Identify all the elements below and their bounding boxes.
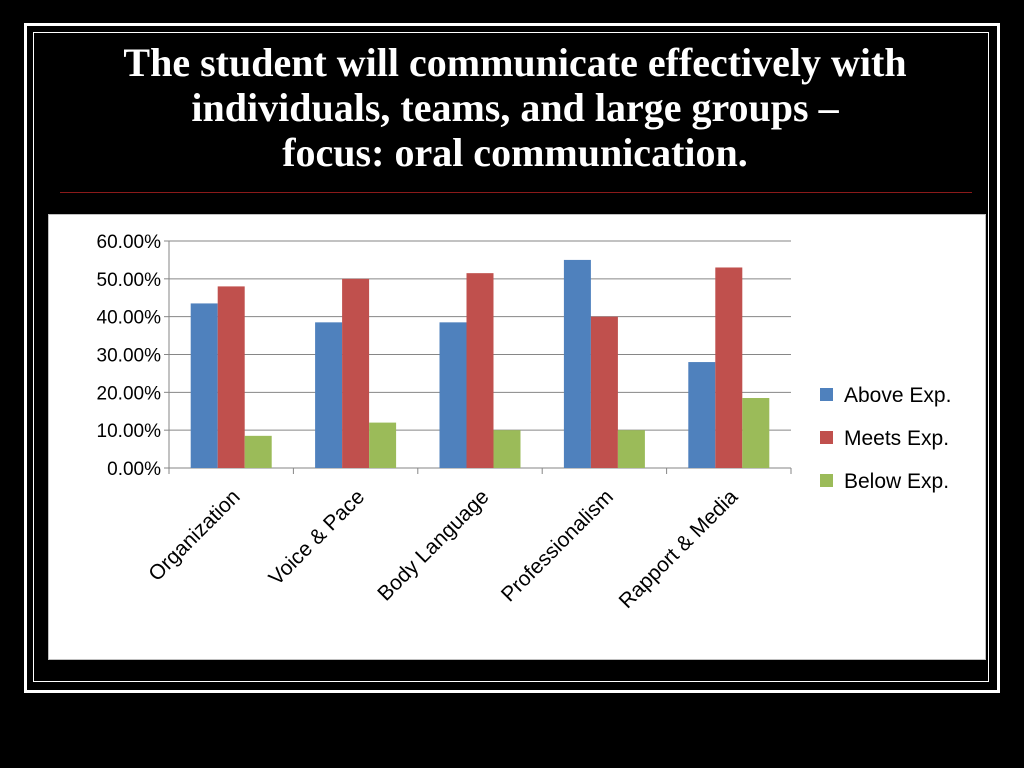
- y-tick-label: 60.00%: [97, 232, 162, 253]
- bar-below-exp: [244, 435, 272, 468]
- bar-chart: 0.00% 10.00% 20.00% 30.00% 40.00% 50.00% 60.00…: [97, 232, 952, 613]
- x-category-label: Voice & Pace: [265, 485, 370, 590]
- slide-title: The student will communicate effectively…: [40, 40, 990, 175]
- x-category-label: Body Language: [373, 485, 493, 605]
- y-tick-label: 10.00%: [97, 421, 162, 442]
- bar-below-exp: [617, 430, 645, 468]
- bar-above-exp: [439, 322, 467, 468]
- y-tick-label: 50.00%: [97, 270, 162, 291]
- legend-label: Above Exp.: [844, 384, 951, 407]
- y-tick-label: 40.00%: [97, 308, 162, 329]
- x-category-label: Organization: [144, 485, 244, 585]
- x-category-label: Professionalism: [497, 485, 618, 606]
- slide-inner-frame: [33, 32, 989, 682]
- bar-above-exp: [315, 322, 343, 468]
- y-tick-label: 30.00%: [97, 346, 162, 367]
- bar-above-exp: [563, 259, 591, 468]
- legend-swatch: [820, 431, 833, 444]
- bar-meets-exp: [342, 278, 370, 468]
- legend-label: Meets Exp.: [844, 427, 949, 450]
- bar-meets-exp: [590, 316, 618, 468]
- bar-above-exp: [190, 303, 218, 468]
- bar-below-exp: [493, 430, 521, 468]
- bar-meets-exp: [715, 267, 743, 468]
- title-line-2: individuals, teams, and large groups –: [191, 85, 839, 130]
- bar-above-exp: [688, 362, 716, 468]
- bar-below-exp: [369, 422, 397, 468]
- legend-swatch: [820, 388, 833, 401]
- bar-meets-exp: [466, 273, 494, 468]
- title-line-1: The student will communicate effectively…: [123, 40, 907, 85]
- slide-outer-frame: [24, 23, 1000, 693]
- y-tick-label: 20.00%: [97, 383, 162, 404]
- bar-below-exp: [742, 398, 770, 468]
- bar-meets-exp: [217, 286, 245, 468]
- legend-label: Below Exp.: [844, 470, 949, 493]
- title-divider: [60, 192, 972, 193]
- chart-panel: 0.00% 10.00% 20.00% 30.00% 40.00% 50.00% 60.00…: [48, 214, 986, 660]
- x-category-label: Rapport & Media: [615, 485, 743, 613]
- y-tick-label: 0.00%: [107, 459, 161, 480]
- legend-swatch: [820, 474, 833, 487]
- title-line-3: focus: oral communication.: [282, 130, 748, 175]
